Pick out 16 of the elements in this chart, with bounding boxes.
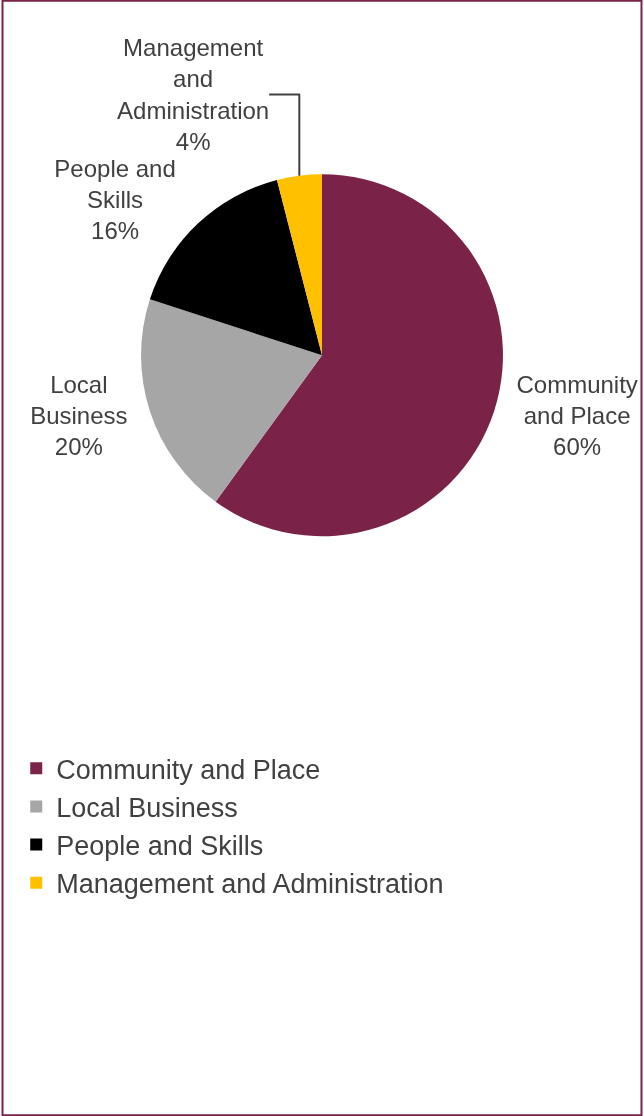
data-label: 16% xyxy=(91,217,140,245)
data-label: 4% xyxy=(175,127,211,155)
legend-label: Local Business xyxy=(56,793,238,823)
pie-slice xyxy=(277,174,322,356)
data-label: 20% xyxy=(54,433,103,461)
legend-label: People and Skills xyxy=(56,831,264,862)
legend-label: Management and Administration xyxy=(56,869,444,900)
slice-label: Local Business xyxy=(30,370,128,429)
slice-label: Community and Place xyxy=(516,370,638,429)
pie-slice xyxy=(141,299,322,502)
data-label: 60% xyxy=(553,433,602,461)
pie-slice xyxy=(149,179,322,356)
slice-label: People and Skills xyxy=(54,154,176,214)
slice-label: Management and Administration xyxy=(117,34,270,124)
pie-slice xyxy=(215,174,503,537)
legend-label: Community and Place xyxy=(56,754,321,785)
